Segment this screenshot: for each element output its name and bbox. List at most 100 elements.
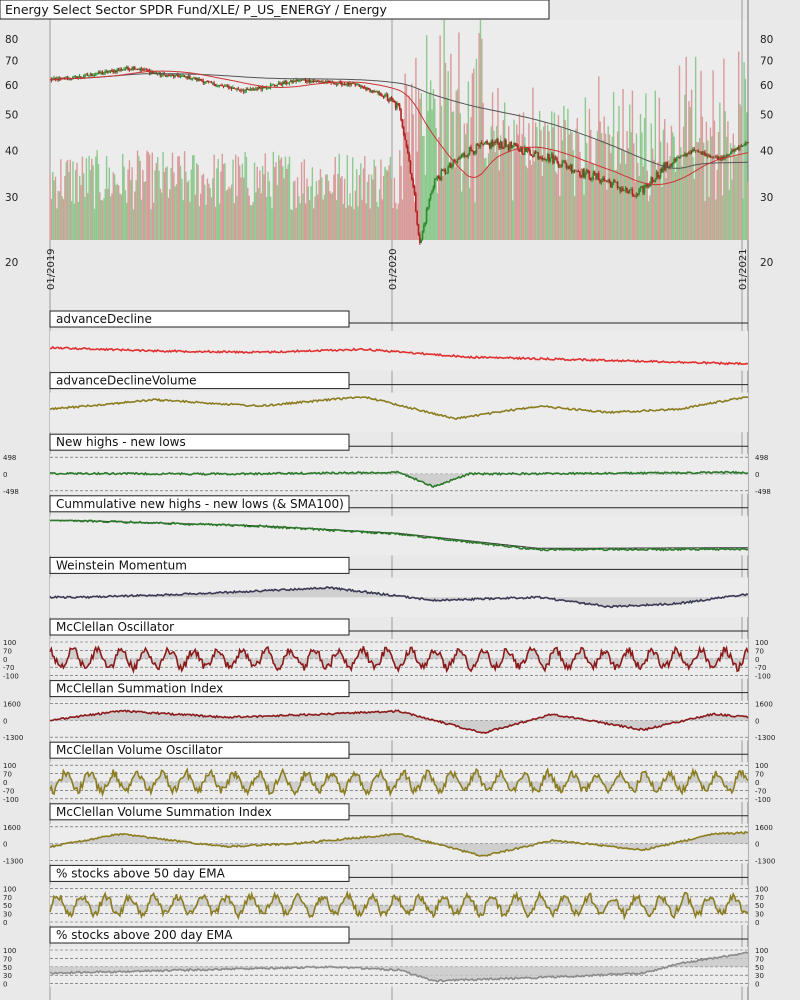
volume-bar [623, 150, 626, 240]
indicator-title: % stocks above 50 day EMA [56, 866, 226, 880]
volume-bar [361, 199, 363, 240]
volume-bar [272, 151, 275, 240]
indicator-tick-left: -100 [3, 796, 19, 804]
indicator-header-box [49, 495, 350, 513]
price-candle [458, 158, 460, 160]
price-candle [585, 169, 588, 174]
price-candle [627, 191, 630, 194]
indicator-tick-left: 70 [3, 647, 12, 655]
volume-bar [477, 147, 479, 240]
indicator-tick-right: 0 [755, 981, 759, 989]
price-candle [631, 189, 634, 195]
price-candle [478, 145, 480, 147]
volume-bar [682, 126, 685, 240]
price-candle [275, 85, 277, 87]
price-candle [218, 85, 221, 86]
indicator-title: % stocks above 200 day EMA [56, 928, 233, 942]
price-candle [128, 68, 131, 70]
volume-bar [674, 171, 677, 240]
price-candle [653, 181, 655, 183]
volume-bar [659, 141, 662, 240]
price-panel: 01/2019 01/2020 01/2021 20 20 30 30 40 40 50 50 60 6… [5, 0, 773, 1000]
price-candle [495, 138, 498, 144]
volume-bar [469, 187, 471, 240]
volume-bar [657, 162, 659, 240]
volume-bar [179, 165, 182, 240]
price-candle [451, 165, 453, 168]
price-candle [254, 88, 257, 90]
price-candle [322, 82, 324, 83]
price-candle [686, 152, 689, 156]
price-tick-left: 30 [5, 192, 18, 204]
price-candle [466, 155, 468, 157]
price-candle [688, 152, 690, 154]
volume-bar [237, 156, 240, 240]
volume-bar [521, 134, 523, 240]
volume-bar [728, 189, 730, 240]
volume-bar [569, 130, 572, 240]
price-candle [203, 82, 206, 83]
price-candle [109, 70, 112, 72]
price-candle [102, 72, 105, 74]
price-candle [577, 171, 580, 172]
volume-bar [155, 162, 158, 240]
price-tick-right: 50 [760, 110, 773, 122]
price-candle [166, 74, 168, 77]
volume-bar [374, 166, 377, 240]
price-candle [697, 150, 700, 153]
volume-bar [103, 198, 105, 240]
price-candle [259, 86, 261, 89]
volume-bar [253, 162, 256, 240]
price-candle [733, 148, 736, 151]
price-candle [475, 143, 478, 153]
volume-bar [551, 111, 553, 240]
indicator-tick-right: 0 [755, 779, 759, 787]
volume-bar [144, 181, 147, 240]
volume-bar [587, 163, 589, 240]
price-candle [381, 95, 383, 97]
volume-bar [677, 156, 679, 240]
price-candle [98, 72, 101, 74]
volume-bar [553, 112, 556, 240]
volume-bar [467, 81, 470, 241]
volume-bar [533, 161, 535, 240]
volume-bar [193, 155, 195, 240]
volume-bar [91, 158, 93, 240]
volume-bar [349, 193, 351, 240]
volume-bar [637, 162, 639, 240]
price-candle [335, 83, 338, 85]
price-candle [92, 75, 94, 77]
price-candle [700, 151, 702, 153]
volume-bar [409, 154, 412, 240]
volume-bar [251, 205, 253, 240]
price-candle [361, 85, 363, 87]
volume-bar [681, 166, 683, 240]
price-candle [284, 81, 287, 84]
volume-bar [740, 106, 743, 241]
price-candle [677, 157, 679, 159]
volume-bar [239, 165, 241, 240]
price-candle [557, 161, 560, 167]
volume-bar [77, 202, 80, 240]
volume-bar [222, 164, 225, 240]
volume-bar [108, 167, 110, 240]
volume-bar [356, 169, 358, 240]
indicator-tick-right: -1300 [755, 857, 775, 865]
price-candle [491, 141, 494, 146]
price-candle [401, 120, 404, 128]
volume-bar [360, 163, 362, 240]
volume-bar [647, 201, 650, 240]
volume-bar [502, 119, 505, 240]
volume-bar [692, 156, 694, 240]
price-candle [308, 79, 311, 83]
volume-bar [537, 146, 539, 240]
volume-bar [486, 166, 488, 240]
volume-bar [719, 102, 721, 240]
volume-bar [326, 174, 328, 240]
price-candle [117, 69, 120, 71]
price-candle [553, 157, 556, 164]
price-candle [206, 81, 209, 83]
indicator-panel: Weinstein Momentum [49, 556, 749, 617]
volume-bar [117, 185, 120, 240]
volume-bar [197, 165, 199, 240]
